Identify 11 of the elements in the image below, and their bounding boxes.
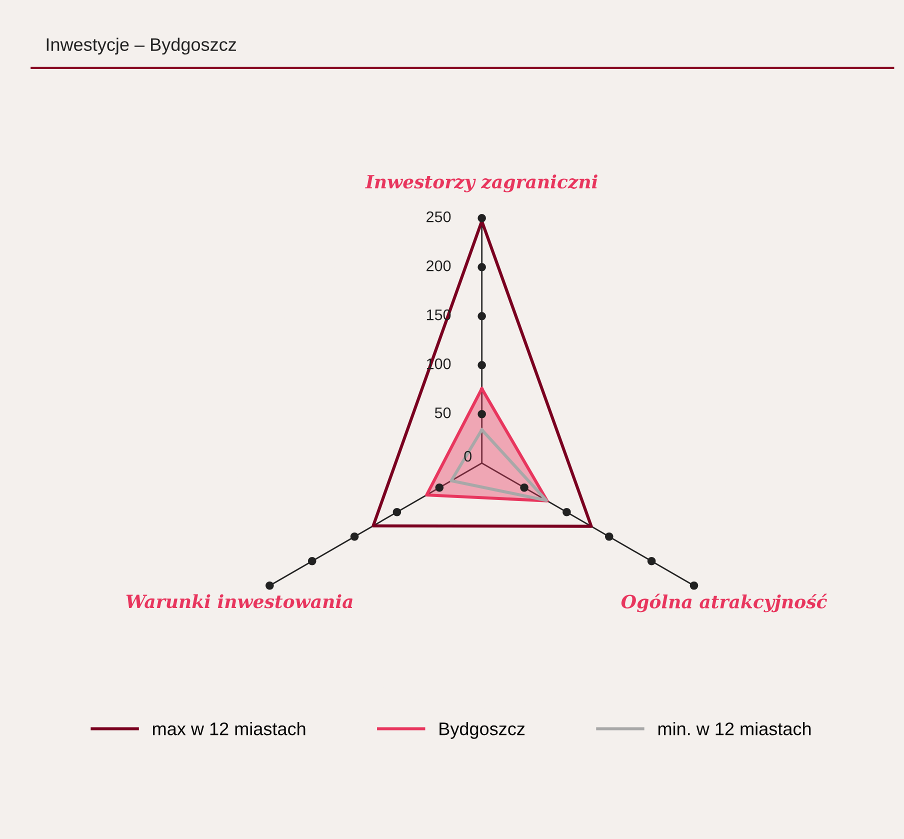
y-tick-label: 250	[426, 211, 451, 222]
chart-title: Inwestycje – Bydgoszcz	[46, 38, 236, 55]
legend-label: min. w 12 miastach	[658, 722, 811, 736]
y-tick-label: 50	[434, 407, 451, 418]
legend-label: Bydgoszcz	[440, 722, 525, 739]
spoke-label: Ogólna atrakcyjność	[621, 594, 828, 612]
spoke-label: Inwestorzy zagraniczni	[365, 174, 598, 192]
legend-label: max w 12 miastach	[153, 722, 306, 736]
y-tick-label: 200	[426, 260, 451, 272]
spoke-label: Warunki inwestowania	[126, 594, 352, 608]
y-tick-label: 0	[464, 450, 472, 462]
